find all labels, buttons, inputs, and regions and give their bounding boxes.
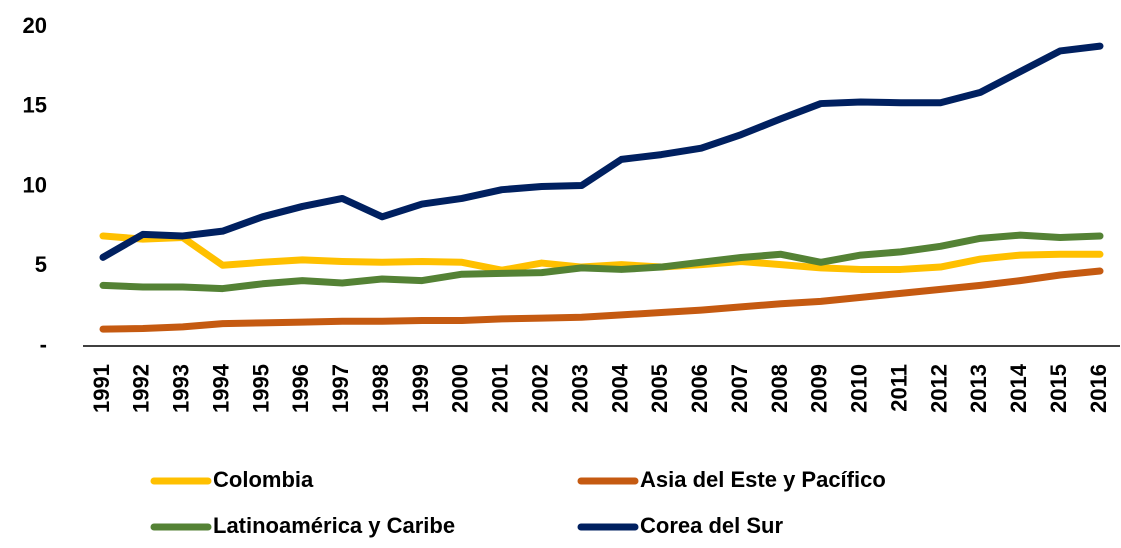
legend-label: Latinoamérica y Caribe [213, 513, 455, 538]
x-tick-label: 2009 [807, 364, 832, 413]
x-tick-label: 2011 [886, 364, 911, 412]
x-tick-label: 2013 [966, 364, 991, 413]
x-tick-label: 2006 [687, 364, 712, 413]
x-tick-label: 1992 [129, 364, 154, 413]
y-tick-label: 10 [23, 172, 47, 197]
x-tick-label: 2010 [847, 364, 872, 413]
x-tick-label: 2007 [727, 364, 752, 413]
x-tick-label: 1998 [368, 364, 393, 413]
x-tick-label: 2014 [1006, 363, 1031, 413]
x-tick-label: 2015 [1046, 364, 1071, 413]
x-tick-label: 2001 [488, 364, 513, 413]
legend-label: Colombia [213, 467, 314, 492]
legend-label: Corea del Sur [640, 513, 783, 538]
series-line [99, 231, 1104, 293]
legend-label: Asia del Este y Pacífico [640, 467, 886, 492]
x-tick-label: 1999 [408, 364, 433, 413]
x-tick-label: 2016 [1086, 364, 1111, 413]
x-tick-label: 1994 [208, 363, 233, 413]
x-tick-label: 1993 [169, 364, 194, 413]
y-tick-label: - [40, 332, 47, 357]
x-tick-label: 2012 [926, 364, 951, 413]
y-tick-label: 15 [23, 93, 47, 118]
x-tick-label: 2003 [567, 364, 592, 413]
x-tick-label: 1996 [288, 364, 313, 413]
x-tick-label: 2008 [767, 364, 792, 413]
series-line [99, 42, 1104, 261]
x-tick-label: 2004 [607, 363, 632, 413]
x-tick-label: 2002 [527, 364, 552, 413]
y-tick-label: 20 [23, 13, 47, 38]
y-tick-label: 5 [35, 252, 47, 277]
x-tick-label: 1991 [89, 364, 114, 413]
x-tick-label: 1997 [328, 364, 353, 413]
x-tick-label: 2000 [448, 364, 473, 413]
x-tick-label: 2005 [647, 364, 672, 413]
x-tick-label: 1995 [248, 364, 273, 413]
series-line [99, 267, 1104, 333]
